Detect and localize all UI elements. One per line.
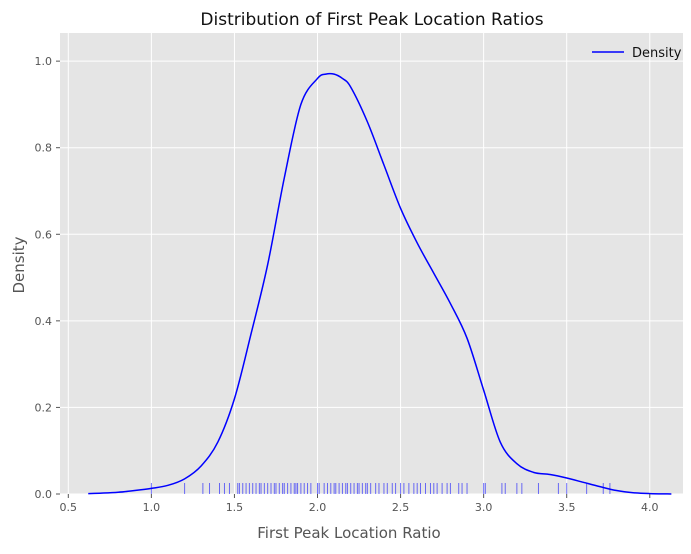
rug-marks	[150, 483, 611, 494]
x-tick-label-1: 1.0	[143, 501, 161, 514]
x-tick-label-0: 0.5	[60, 501, 78, 514]
legend: Density	[592, 46, 682, 61]
legend-label-density: Density	[632, 46, 682, 61]
x-tick-label-2: 1.5	[226, 501, 244, 514]
y-tick-label-0: 0.0	[35, 488, 53, 501]
x-tick-label-7: 4.0	[641, 501, 659, 514]
y-tick-label-1: 0.2	[35, 401, 53, 414]
x-tick-label-3: 2.0	[309, 501, 327, 514]
y-tick-label-2: 0.4	[35, 315, 53, 328]
x-tick-label-5: 3.0	[475, 501, 493, 514]
plot-background	[60, 33, 683, 494]
x-ticks: 0.5 1.0 1.5 2.0 2.5 3.0 3.5 4.0	[60, 494, 659, 514]
grid-lines	[60, 33, 683, 495]
y-tick-label-4: 0.8	[35, 142, 53, 155]
x-tick-label-4: 2.5	[392, 501, 410, 514]
y-tick-label-3: 0.6	[35, 228, 53, 241]
y-axis-label: Density	[10, 236, 28, 293]
x-tick-label-6: 3.5	[558, 501, 576, 514]
x-axis-label: First Peak Location Ratio	[257, 524, 440, 542]
y-ticks: 0.0 0.2 0.4 0.6 0.8 1.0	[35, 55, 60, 501]
chart-title: Distribution of First Peak Location Rati…	[200, 10, 543, 30]
density-line	[88, 72, 672, 495]
y-tick-label-5: 1.0	[35, 55, 53, 68]
